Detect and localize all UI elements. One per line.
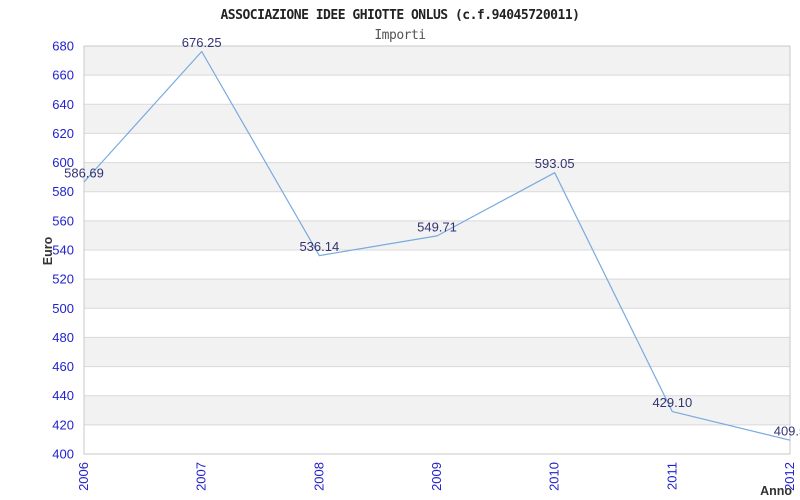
- series-line: [83, 50, 791, 441]
- plot-border: [83, 45, 791, 455]
- y-tick-label: 400: [52, 447, 74, 462]
- point-label: 549.71: [417, 219, 457, 234]
- y-axis-title: Euro: [41, 236, 55, 265]
- x-tick-label: 2008: [311, 462, 326, 491]
- chart-subtitle: Importi: [374, 28, 425, 43]
- y-tick-label: 620: [52, 126, 74, 141]
- y-tick-label: 420: [52, 417, 74, 432]
- y-tick-label: 460: [52, 359, 74, 374]
- plot-band: [84, 337, 790, 367]
- y-tick-label: 600: [52, 155, 74, 170]
- plot-bands: [84, 46, 790, 425]
- x-tick-label: 2011: [664, 462, 679, 490]
- chart-title: ASSOCIAZIONE IDEE GHIOTTE ONLUS (c.f.940…: [220, 8, 579, 23]
- x-tick-label: 2006: [76, 462, 91, 491]
- y-axis-tick-labels: 400 420 440 460 480 500 520 540 560 580 600 620 640 6…: [52, 39, 74, 462]
- y-tick-label: 560: [52, 213, 74, 228]
- point-label: 593.05: [535, 156, 575, 171]
- x-tick-label: 2007: [194, 462, 209, 491]
- y-tick-label: 540: [52, 243, 74, 258]
- point-labels: 586.69 676.25 536.14 549.71 593.05 429.10 409.…: [64, 35, 800, 439]
- y-tick-label: 480: [52, 330, 74, 345]
- point-label: 429.10: [652, 395, 692, 410]
- y-tick-label: 580: [52, 184, 74, 199]
- y-tick-label: 520: [52, 272, 74, 287]
- y-tick-label: 640: [52, 97, 74, 112]
- point-label: 586.69: [64, 165, 104, 180]
- plot-band: [84, 279, 790, 309]
- plot-band: [84, 104, 790, 134]
- x-tick-label: 2012: [782, 462, 797, 491]
- y-tick-label: 660: [52, 68, 74, 83]
- x-tick-label: 2009: [429, 462, 444, 491]
- y-tick-label: 440: [52, 388, 74, 403]
- point-label: 676.25: [182, 35, 222, 50]
- x-axis-title: Anno: [760, 484, 792, 498]
- plot-band: [84, 46, 790, 76]
- y-tick-label: 680: [52, 39, 74, 54]
- y-tick-label: 500: [52, 301, 74, 316]
- plot-band: [84, 395, 790, 425]
- point-label: 409.5: [774, 424, 800, 439]
- x-tick-label: 2010: [547, 462, 562, 491]
- plot-band: [84, 162, 790, 192]
- x-axis-tick-labels: 2006 2007 2008 2009 2010 2011 2012: [76, 462, 797, 491]
- point-label: 536.14: [299, 239, 339, 254]
